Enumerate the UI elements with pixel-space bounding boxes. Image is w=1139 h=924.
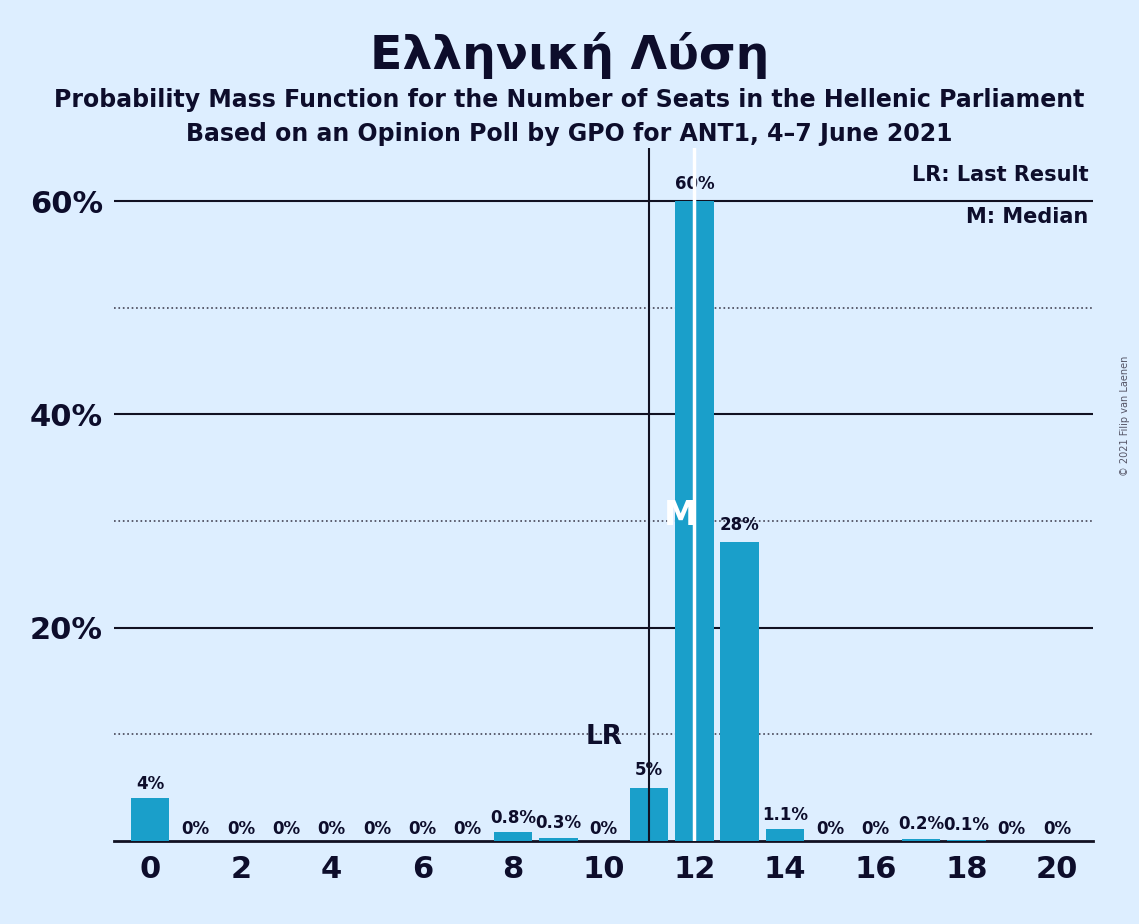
Text: LR: LR — [585, 724, 622, 750]
Text: 0%: 0% — [363, 820, 391, 838]
Bar — [765, 829, 804, 841]
Bar — [902, 839, 941, 841]
Text: LR: Last Result: LR: Last Result — [912, 165, 1089, 185]
Text: 0%: 0% — [817, 820, 844, 838]
Text: 0.8%: 0.8% — [490, 809, 536, 827]
Bar — [721, 542, 759, 841]
Text: 0.3%: 0.3% — [535, 814, 581, 833]
Bar — [675, 201, 714, 841]
Text: M: M — [664, 499, 697, 532]
Text: M: Median: M: Median — [966, 207, 1089, 226]
Bar — [539, 838, 577, 841]
Text: 0%: 0% — [590, 820, 617, 838]
Text: 0%: 0% — [1043, 820, 1071, 838]
Text: Probability Mass Function for the Number of Seats in the Hellenic Parliament: Probability Mass Function for the Number… — [55, 88, 1084, 112]
Text: 4%: 4% — [136, 775, 164, 793]
Text: 0%: 0% — [181, 820, 210, 838]
Text: 0%: 0% — [453, 820, 482, 838]
Text: 60%: 60% — [674, 175, 714, 192]
Text: 28%: 28% — [720, 516, 760, 534]
Text: 0%: 0% — [272, 820, 301, 838]
Bar — [948, 840, 985, 841]
Text: Based on an Opinion Poll by GPO for ANT1, 4–7 June 2021: Based on an Opinion Poll by GPO for ANT1… — [187, 122, 952, 146]
Bar — [630, 787, 669, 841]
Bar — [131, 798, 170, 841]
Text: 0.1%: 0.1% — [943, 817, 990, 834]
Text: 1.1%: 1.1% — [762, 806, 808, 824]
Text: 0%: 0% — [862, 820, 890, 838]
Text: 5%: 5% — [634, 761, 663, 779]
Text: 0%: 0% — [318, 820, 345, 838]
Text: © 2021 Filip van Laenen: © 2021 Filip van Laenen — [1120, 356, 1130, 476]
Text: 0%: 0% — [227, 820, 255, 838]
Text: 0%: 0% — [408, 820, 436, 838]
Text: 0%: 0% — [998, 820, 1026, 838]
Bar — [493, 833, 532, 841]
Text: Ελληνική Λύση: Ελληνική Λύση — [370, 32, 769, 79]
Text: 0.2%: 0.2% — [898, 815, 944, 833]
